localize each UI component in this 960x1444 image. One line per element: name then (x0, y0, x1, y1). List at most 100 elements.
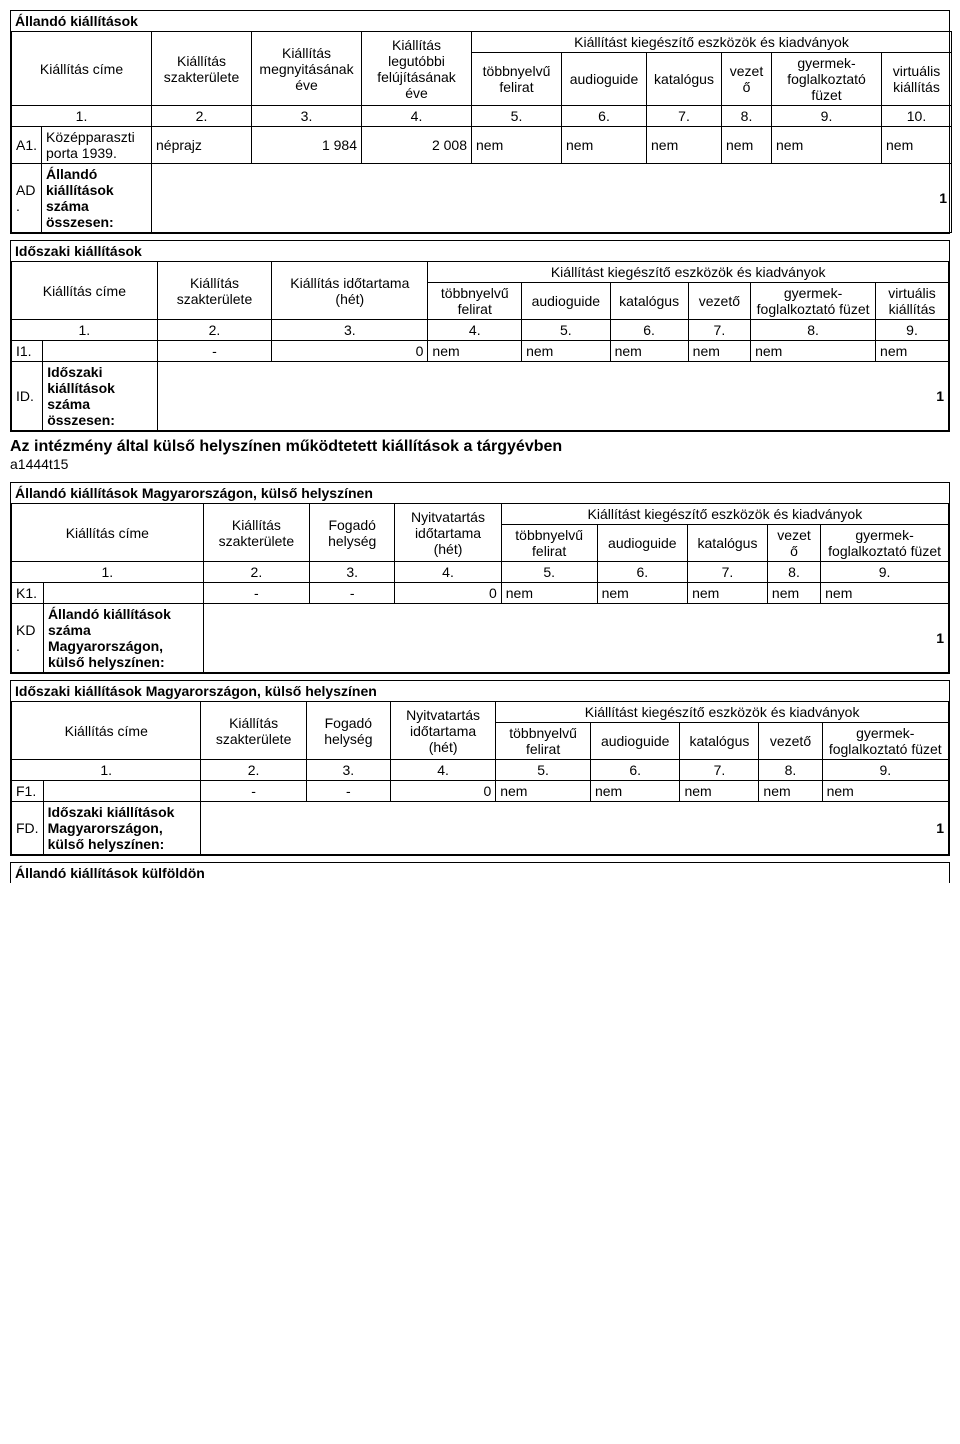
sum-id: FD. (12, 802, 44, 855)
sum-val: 1 (203, 604, 948, 673)
row-id: K1. (12, 583, 44, 604)
n1: 1. (12, 562, 204, 583)
hdr-group: Kiállítást kiegészítő eszközök és kiadvá… (472, 32, 952, 53)
row-id: I1. (12, 341, 43, 362)
n4: 4. (362, 106, 472, 127)
row-id: F1. (12, 781, 44, 802)
n3: 3. (252, 106, 362, 127)
hdr-cime: Kiállítás címe (12, 262, 158, 320)
table1-num-row: 1. 2. 3. 4. 5. 6. 7. 8. 9. 10. (12, 106, 952, 127)
row-c2: - (157, 341, 272, 362)
row-c4: nem (428, 341, 522, 362)
n7: 7. (680, 760, 759, 781)
n9: 9. (876, 320, 949, 341)
hdr-c7: katalógus (647, 53, 722, 106)
hdr-idot: Kiállítás időtartama (hét) (272, 262, 428, 320)
hdr-c9: gyermek-foglalkoztató füzet (772, 53, 882, 106)
row-c4: 0 (395, 583, 501, 604)
hdr-szakt: Kiállítás szakterülete (203, 504, 309, 562)
table2-frame: Időszaki kiállítások Kiállítás címe Kiál… (10, 240, 950, 432)
row-c4: 2 008 (362, 127, 472, 164)
hdr-group: Kiállítást kiegészítő eszközök és kiadvá… (496, 702, 949, 723)
sum-id: KD. (12, 604, 44, 673)
n8: 8. (767, 562, 820, 583)
n9: 9. (822, 760, 948, 781)
row-c6: nem (590, 781, 679, 802)
n8: 8. (759, 760, 822, 781)
hdr-fogado: Fogadó helység (306, 702, 390, 760)
table5-heading: Állandó kiállítások külföldön (11, 863, 949, 883)
row-c6: nem (610, 341, 688, 362)
row-c5: nem (501, 583, 597, 604)
row-c1: Középparaszti porta 1939. (42, 127, 152, 164)
table3: Kiállítás címe Kiállítás szakterülete Fo… (11, 503, 949, 673)
row-c8: nem (759, 781, 822, 802)
row-c8: nem (722, 127, 772, 164)
table4-sum-row: FD. Időszaki kiállítások Magyarországon,… (12, 802, 949, 855)
n1: 1. (12, 106, 152, 127)
n8: 8. (751, 320, 876, 341)
n9: 9. (821, 562, 949, 583)
hdr-c5: többnyelvű felirat (496, 723, 591, 760)
hdr-c8: vezet ő (767, 525, 820, 562)
n9: 9. (772, 106, 882, 127)
row-c9: nem (772, 127, 882, 164)
hdr-nyitva: Nyitvatartás időtartama (hét) (390, 702, 495, 760)
row-id: A1. (12, 127, 42, 164)
hdr-c6: audioguide (590, 723, 679, 760)
table2-heading: Időszaki kiállítások (11, 241, 949, 261)
table1-heading: Állandó kiállítások (11, 11, 949, 31)
hdr-c6: audioguide (597, 525, 688, 562)
row-c5: nem (522, 341, 610, 362)
hdr-c8: vezető (759, 723, 822, 760)
n3: 3. (272, 320, 428, 341)
table4-header-row1: Kiállítás címe Kiállítás szakterülete Fo… (12, 702, 949, 723)
n5: 5. (496, 760, 591, 781)
n6: 6. (562, 106, 647, 127)
n4: 4. (395, 562, 501, 583)
table2-data-row: I1. - 0 nem nem nem nem nem nem (12, 341, 949, 362)
table2-header-row1: Kiállítás címe Kiállítás szakterülete Ki… (12, 262, 949, 283)
table3-sum-row: KD. Állandó kiállítások száma Magyarorsz… (12, 604, 949, 673)
n7: 7. (647, 106, 722, 127)
n6: 6. (590, 760, 679, 781)
n3: 3. (310, 562, 395, 583)
table2: Kiállítás címe Kiállítás szakterülete Ki… (11, 261, 949, 431)
hdr-c9: virtuális kiállítás (876, 283, 949, 320)
table4-num-row: 1. 2. 3. 4. 5. 6. 7. 8. 9. (12, 760, 949, 781)
hdr-c9: gyermek-foglalkoztató füzet (821, 525, 949, 562)
row-c7: nem (647, 127, 722, 164)
hdr-cime: Kiállítás címe (12, 32, 152, 106)
row-c8: nem (751, 341, 876, 362)
hdr-c5: audioguide (522, 283, 610, 320)
row-c10: nem (882, 127, 952, 164)
row-c2: - (201, 781, 306, 802)
sum-label: Időszaki kiállítások Magyarországon, kül… (43, 802, 201, 855)
row-c9: nem (821, 583, 949, 604)
row-c6: nem (597, 583, 688, 604)
hdr-megny: Kiállítás megnyitásának éve (252, 32, 362, 106)
table1-data-row: A1. Középparaszti porta 1939. néprajz 1 … (12, 127, 952, 164)
row-c1 (43, 341, 158, 362)
table4-frame: Időszaki kiállítások Magyarországon, kül… (10, 680, 950, 856)
hdr-group: Kiállítást kiegészítő eszközök és kiadvá… (501, 504, 948, 525)
sum-label: Állandó kiállítások száma Magyarországon… (43, 604, 203, 673)
hdr-c7: vezető (688, 283, 750, 320)
row-c9: nem (876, 341, 949, 362)
hdr-c10: virtuális kiállítás (882, 53, 952, 106)
table2-num-row: 1. 2. 3. 4. 5. 6. 7. 8. 9. (12, 320, 949, 341)
table4-data-row: F1. - - 0 nem nem nem nem nem (12, 781, 949, 802)
n2: 2. (157, 320, 272, 341)
hdr-c6: audioguide (562, 53, 647, 106)
sum-val: 1 (152, 164, 952, 233)
row-c1 (43, 583, 203, 604)
sum-val: 1 (157, 362, 948, 431)
mid-code: a1444t15 (10, 456, 950, 472)
table1-header-row1: Kiállítás címe Kiállítás szakterülete Ki… (12, 32, 952, 53)
n2: 2. (203, 562, 309, 583)
n8: 8. (722, 106, 772, 127)
hdr-c8: gyermek-foglalkoztató füzet (751, 283, 876, 320)
n4: 4. (390, 760, 495, 781)
row-c5: nem (472, 127, 562, 164)
hdr-c7: katalógus (680, 723, 759, 760)
